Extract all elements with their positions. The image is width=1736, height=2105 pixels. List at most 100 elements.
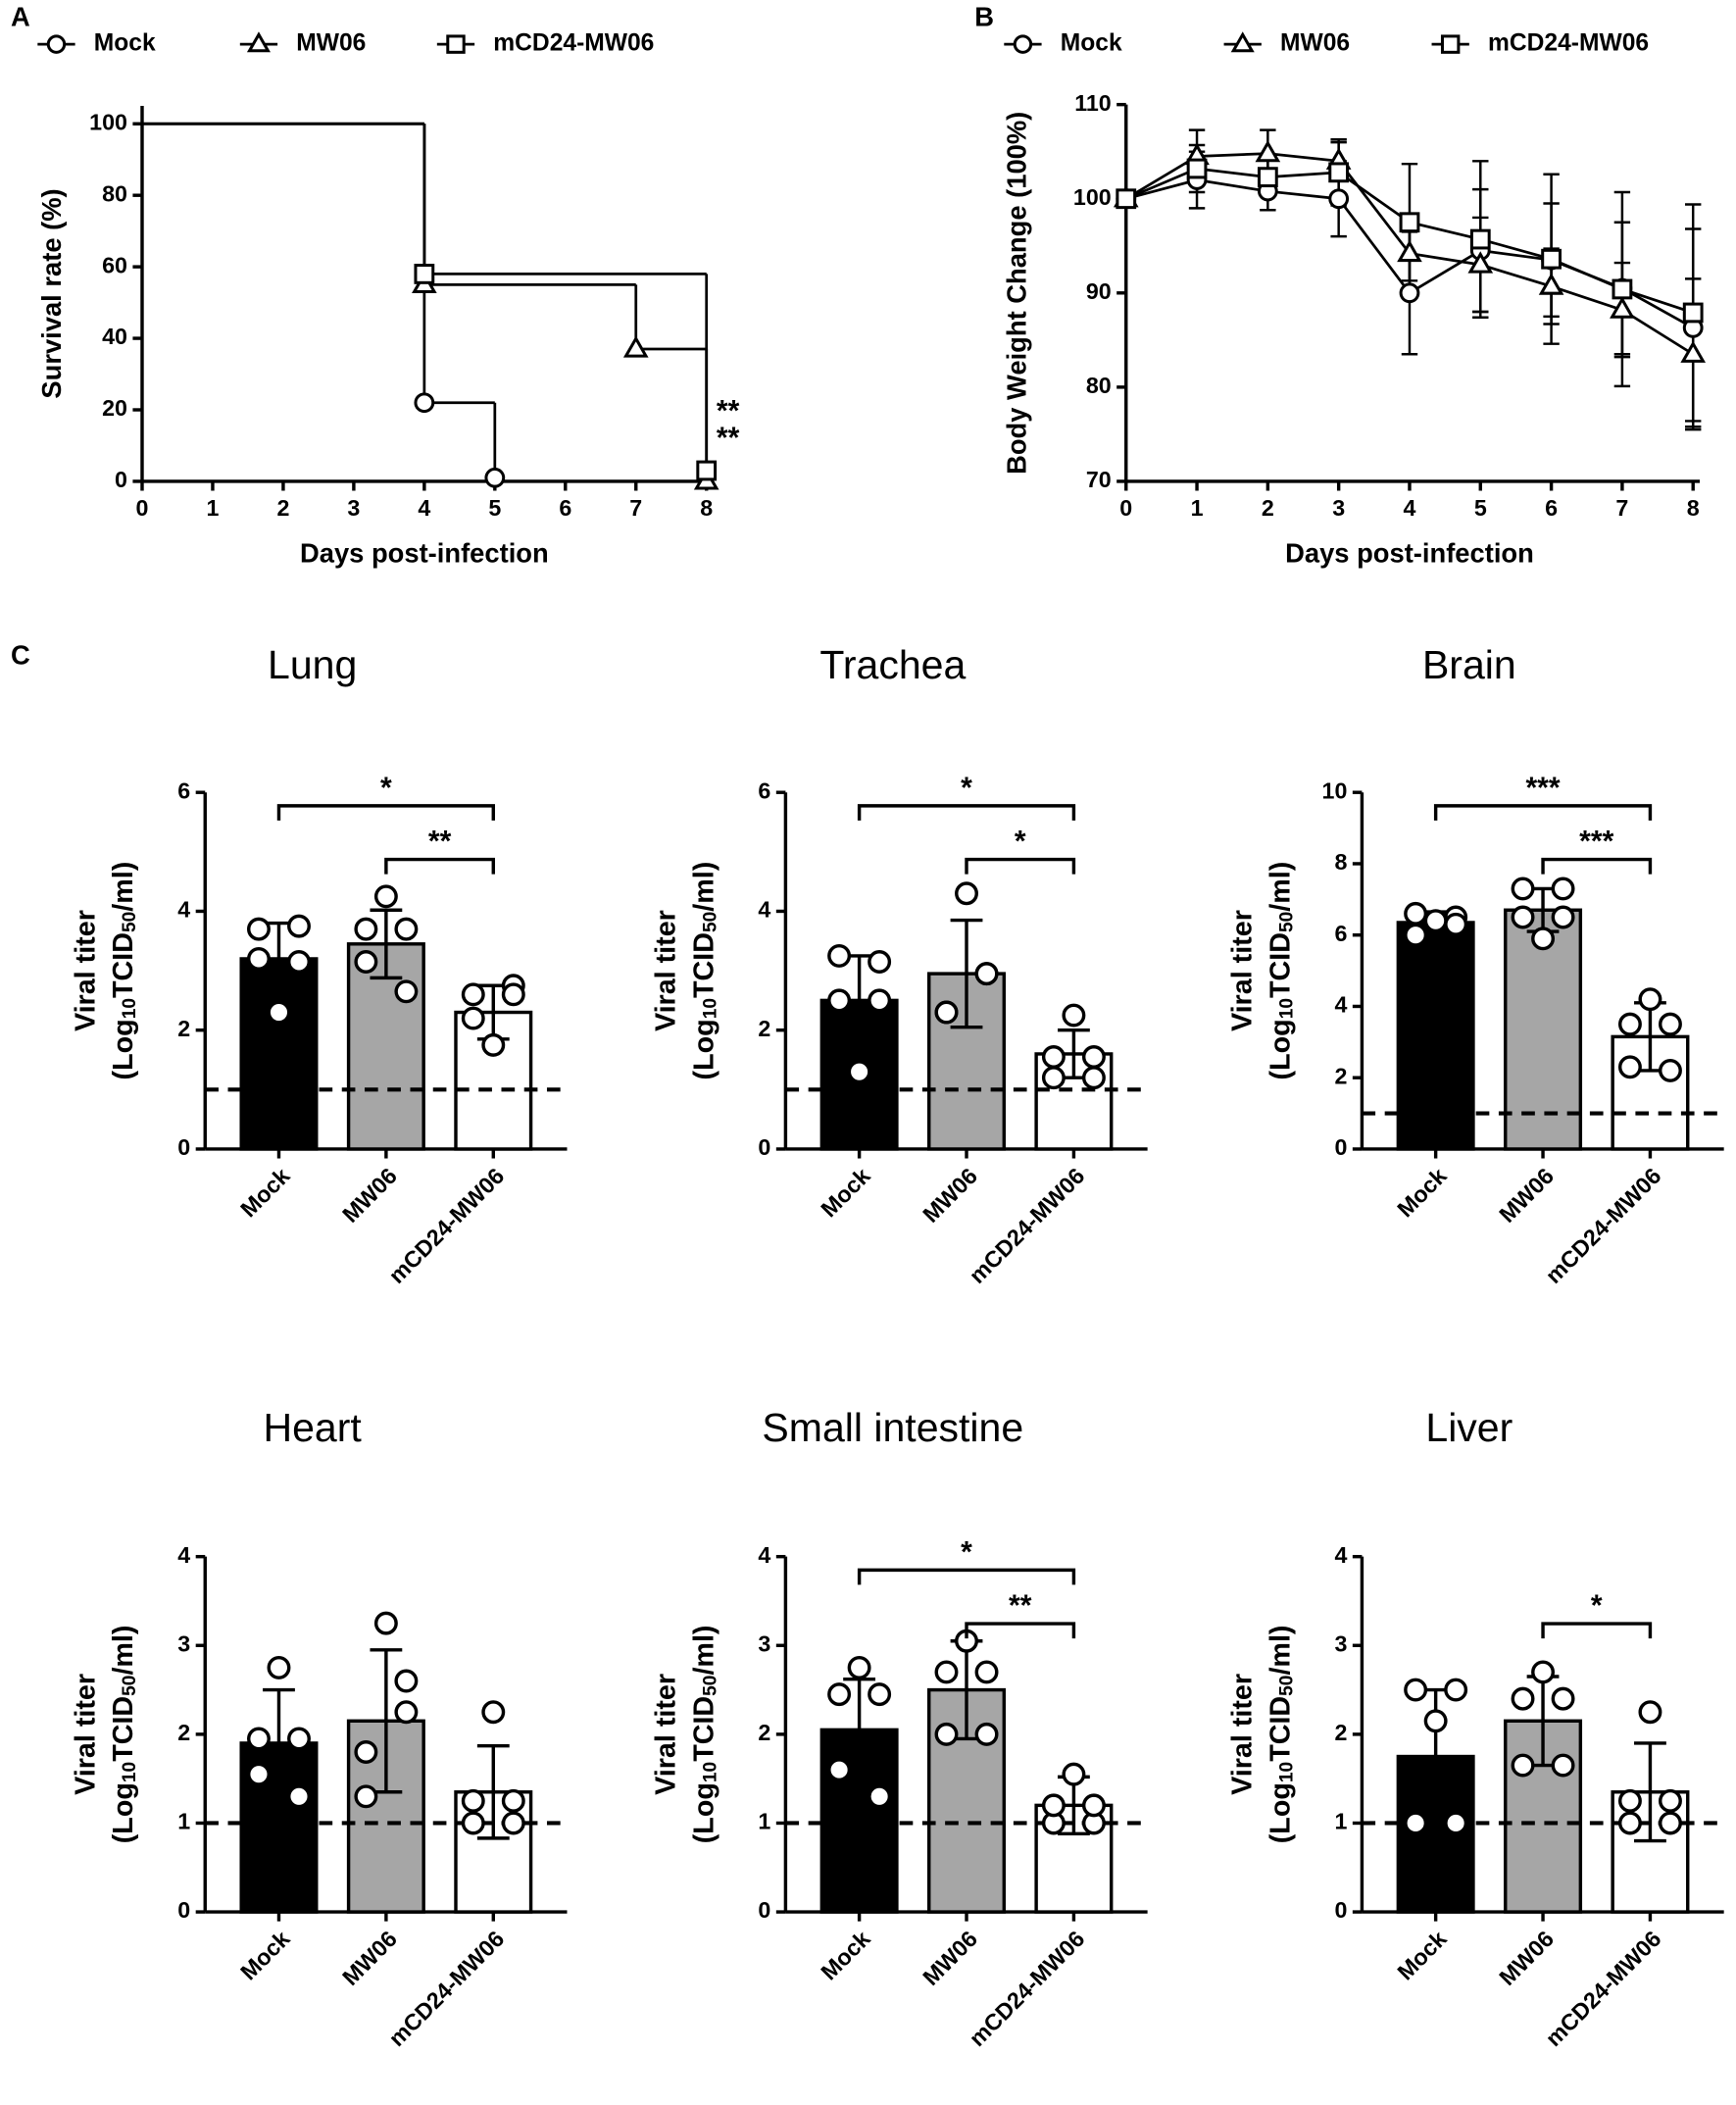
y-tick-label: 2 xyxy=(758,1016,770,1041)
y-axis-label-part: TCID xyxy=(108,1696,139,1762)
data-point xyxy=(974,962,999,986)
y-axis-label-part: (Log xyxy=(108,1019,139,1079)
y-axis-label: Viral titer xyxy=(651,910,682,1031)
data-point xyxy=(287,950,311,974)
marker xyxy=(1469,228,1491,250)
y-tick-label: 3 xyxy=(758,1630,770,1656)
y-tick-label: 3 xyxy=(1334,1630,1347,1656)
marker xyxy=(1538,273,1564,295)
y-tick-label: 8 xyxy=(1334,849,1347,875)
panel-label: C xyxy=(11,639,30,670)
x-tick-label: 5 xyxy=(1474,495,1487,521)
x-tick-label: MW06 xyxy=(337,1163,402,1228)
marker xyxy=(414,264,435,284)
x-tick-label: mCD24-MW06 xyxy=(1541,1926,1666,2051)
y-axis-label-part: 10 xyxy=(1276,1762,1297,1782)
y-tick-label: 4 xyxy=(758,1542,770,1568)
chart-title: Small intestine xyxy=(762,1405,1023,1450)
data-point xyxy=(934,1000,959,1025)
data-point xyxy=(934,1660,959,1684)
data-point xyxy=(1444,1811,1468,1835)
marker xyxy=(1116,188,1137,210)
y-tick-label: 4 xyxy=(1334,1542,1347,1568)
x-tick-label: Mock xyxy=(1392,1926,1451,1984)
x-tick-label: 1 xyxy=(206,495,219,521)
x-tick-label: 5 xyxy=(488,495,501,521)
marker xyxy=(484,467,506,488)
y-axis-label-part: TCID xyxy=(1265,1696,1296,1762)
y-tick-label: 4 xyxy=(1334,992,1347,1018)
data-point xyxy=(461,1006,485,1030)
y-axis-label-part: (Log xyxy=(688,1019,719,1079)
x-tick-label: 1 xyxy=(1191,495,1204,521)
data-point xyxy=(1041,1793,1066,1818)
data-point xyxy=(1081,1045,1106,1069)
x-tick-label: 7 xyxy=(1615,495,1628,521)
x-tick-label: 4 xyxy=(418,495,430,521)
data-point xyxy=(267,1655,291,1679)
marker xyxy=(1541,248,1562,270)
data-point xyxy=(868,1682,892,1707)
data-point xyxy=(847,1655,871,1679)
y-tick-label: 2 xyxy=(177,1720,190,1745)
y-tick-label: 40 xyxy=(102,324,127,349)
y-axis-label-part: /ml) xyxy=(108,862,139,912)
marker xyxy=(1230,31,1255,53)
y-tick-label: 1 xyxy=(1334,1809,1347,1834)
data-point xyxy=(1404,1678,1428,1702)
data-point xyxy=(461,1788,485,1813)
y-axis-label: Survival rate (%) xyxy=(36,188,67,398)
y-axis-label-part: /ml) xyxy=(1265,1626,1296,1676)
data-point xyxy=(246,1727,271,1751)
y-tick-label: 1 xyxy=(758,1809,770,1834)
y-tick-label: 4 xyxy=(177,1542,190,1568)
significance-label: ** xyxy=(428,826,452,858)
legend-label: MW06 xyxy=(296,30,366,57)
marker xyxy=(1328,162,1350,183)
y-tick-label: 0 xyxy=(1334,1134,1347,1160)
data-point xyxy=(827,943,852,968)
y-axis-label-part: 10 xyxy=(700,1762,720,1782)
marker xyxy=(1680,340,1707,363)
y-axis-label-part: 50 xyxy=(120,1676,140,1696)
legend-label: mCD24-MW06 xyxy=(1488,30,1649,57)
data-point xyxy=(1551,877,1575,901)
data-point xyxy=(501,1788,525,1813)
x-tick-label: mCD24-MW06 xyxy=(965,1163,1090,1288)
y-tick-label: 2 xyxy=(177,1016,190,1041)
y-axis-label-part: (Log xyxy=(1265,1782,1296,1843)
data-point xyxy=(1531,1660,1556,1684)
x-tick-label: 4 xyxy=(1404,495,1416,521)
y-tick-label: 10 xyxy=(1322,777,1348,803)
x-tick-label: Mock xyxy=(235,1926,294,1984)
y-tick-label: 0 xyxy=(115,467,127,492)
y-axis-label-part: 10 xyxy=(120,998,140,1019)
y-axis-label-part: 50 xyxy=(700,912,720,932)
y-axis-label-units: (Log10TCID50/ml) xyxy=(1265,862,1297,1080)
x-tick-label: mCD24-MW06 xyxy=(383,1163,509,1288)
data-point xyxy=(827,1758,852,1782)
marker xyxy=(1397,239,1422,263)
x-tick-label: 7 xyxy=(629,495,642,521)
data-point xyxy=(461,982,485,1007)
x-tick-label: 6 xyxy=(1545,495,1558,521)
data-point xyxy=(373,884,398,909)
y-axis-label: Viral titer xyxy=(651,1674,682,1795)
legend-label: MW06 xyxy=(1280,30,1350,57)
data-point xyxy=(287,914,311,938)
significance-bracket xyxy=(1433,804,1653,821)
y-axis-label-part: TCID xyxy=(688,1696,719,1762)
y-axis-label-units: (Log10TCID50/ml) xyxy=(688,862,720,1080)
data-point xyxy=(267,1000,291,1025)
x-tick-label: MW06 xyxy=(1494,1926,1559,1990)
x-tick-label: 2 xyxy=(276,495,289,521)
marker xyxy=(414,392,435,414)
y-axis-label-units: (Log10TCID50/ml) xyxy=(688,1626,720,1844)
y-tick-label: 80 xyxy=(102,180,127,206)
y-tick-label: 100 xyxy=(1073,184,1112,210)
marker xyxy=(1399,282,1420,304)
y-tick-label: 70 xyxy=(1086,467,1112,492)
data-point xyxy=(1658,1788,1682,1813)
significance-label: * xyxy=(1591,1590,1603,1623)
data-point xyxy=(1444,1678,1468,1702)
